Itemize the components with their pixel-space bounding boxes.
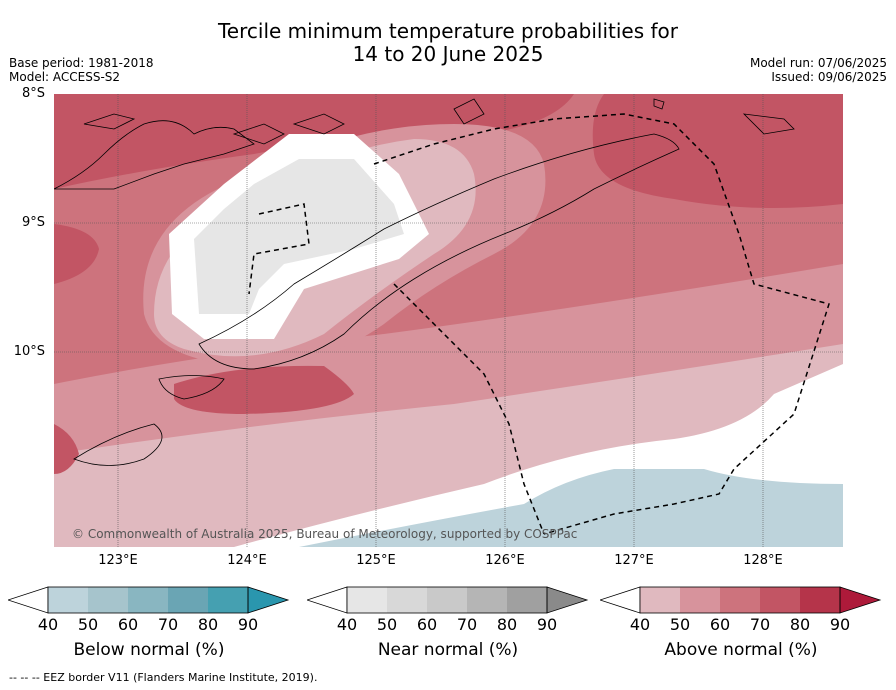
lon-label-125e: 125°E (356, 553, 396, 568)
lat-label-10s: 10°S (13, 344, 45, 359)
below-normal-area (299, 469, 843, 547)
colorbar-tick-above-40: 40 (629, 615, 651, 634)
strong-left-bottom (54, 424, 79, 474)
colorbar-near (307, 586, 589, 614)
lat-label-9s: 9°S (21, 215, 45, 230)
colorbar-tick-near-90: 90 (536, 615, 558, 634)
colorbar-tick-above-70: 70 (749, 615, 771, 634)
colorbar-tick-near-70: 70 (456, 615, 478, 634)
near-normal-core (194, 159, 404, 314)
issued-date: Issued: 09/06/2025 (771, 70, 887, 84)
gridlines (54, 94, 843, 547)
model-run: Model run: 07/06/2025 (749, 56, 887, 70)
strong-upper-right (592, 94, 843, 208)
copyright-text: © Commonwealth of Australia 2025, Bureau… (72, 527, 577, 541)
colorbar-above (600, 586, 882, 614)
colorbar-tick-near-40: 40 (336, 615, 358, 634)
meta-right: Model run: 07/06/2025 Issued: 09/06/2025 (750, 56, 887, 84)
lat-label-8s: 8°S (21, 86, 45, 101)
eez-footer-note: -- -- -- EEZ border V11 (Flanders Marine… (9, 671, 318, 684)
colorbar-tick-below-90: 90 (237, 615, 259, 634)
colorbar-tick-below-40: 40 (37, 615, 59, 634)
title-line-1: Tercile minimum temperature probabilitie… (217, 19, 679, 43)
colorbar-tick-near-80: 80 (496, 615, 518, 634)
colorbar-label-near: Near normal (%) (377, 640, 519, 660)
meta-left: Base period: 1981-2018 Model: ACCESS-S2 (9, 56, 154, 84)
lon-label-128e: 128°E (743, 553, 783, 568)
colorbar-tick-below-50: 50 (77, 615, 99, 634)
model-name: Model: ACCESS-S2 (9, 70, 121, 84)
map-title: Tercile minimum temperature probabilitie… (0, 20, 896, 66)
colorbar-tick-above-80: 80 (789, 615, 811, 634)
lon-label-124e: 124°E (227, 553, 267, 568)
colorbar-tick-above-50: 50 (669, 615, 691, 634)
strong-left-edge (54, 224, 99, 284)
lon-label-127e: 127°E (614, 553, 654, 568)
title-line-2: 14 to 20 June 2025 (352, 42, 544, 66)
colorbar-tick-above-90: 90 (829, 615, 851, 634)
colorbar-label-below: Below normal (%) (73, 640, 225, 660)
colorbar-tick-above-60: 60 (709, 615, 731, 634)
eez-border (248, 113, 830, 535)
colorbar-tick-near-50: 50 (376, 615, 398, 634)
probability-map: © Commonwealth of Australia 2025, Bureau… (54, 94, 843, 547)
base-period: Base period: 1981-2018 (9, 56, 154, 70)
lon-label-123e: 123°E (98, 553, 138, 568)
coastlines (54, 98, 795, 466)
colorbar-tick-near-60: 60 (416, 615, 438, 634)
colorbar-tick-below-70: 70 (157, 615, 179, 634)
colorbar-below (8, 586, 290, 614)
colorbar-tick-below-60: 60 (117, 615, 139, 634)
colorbar-tick-below-80: 80 (197, 615, 219, 634)
colorbar-label-above: Above normal (%) (664, 640, 818, 660)
lon-label-126e: 126°E (485, 553, 525, 568)
